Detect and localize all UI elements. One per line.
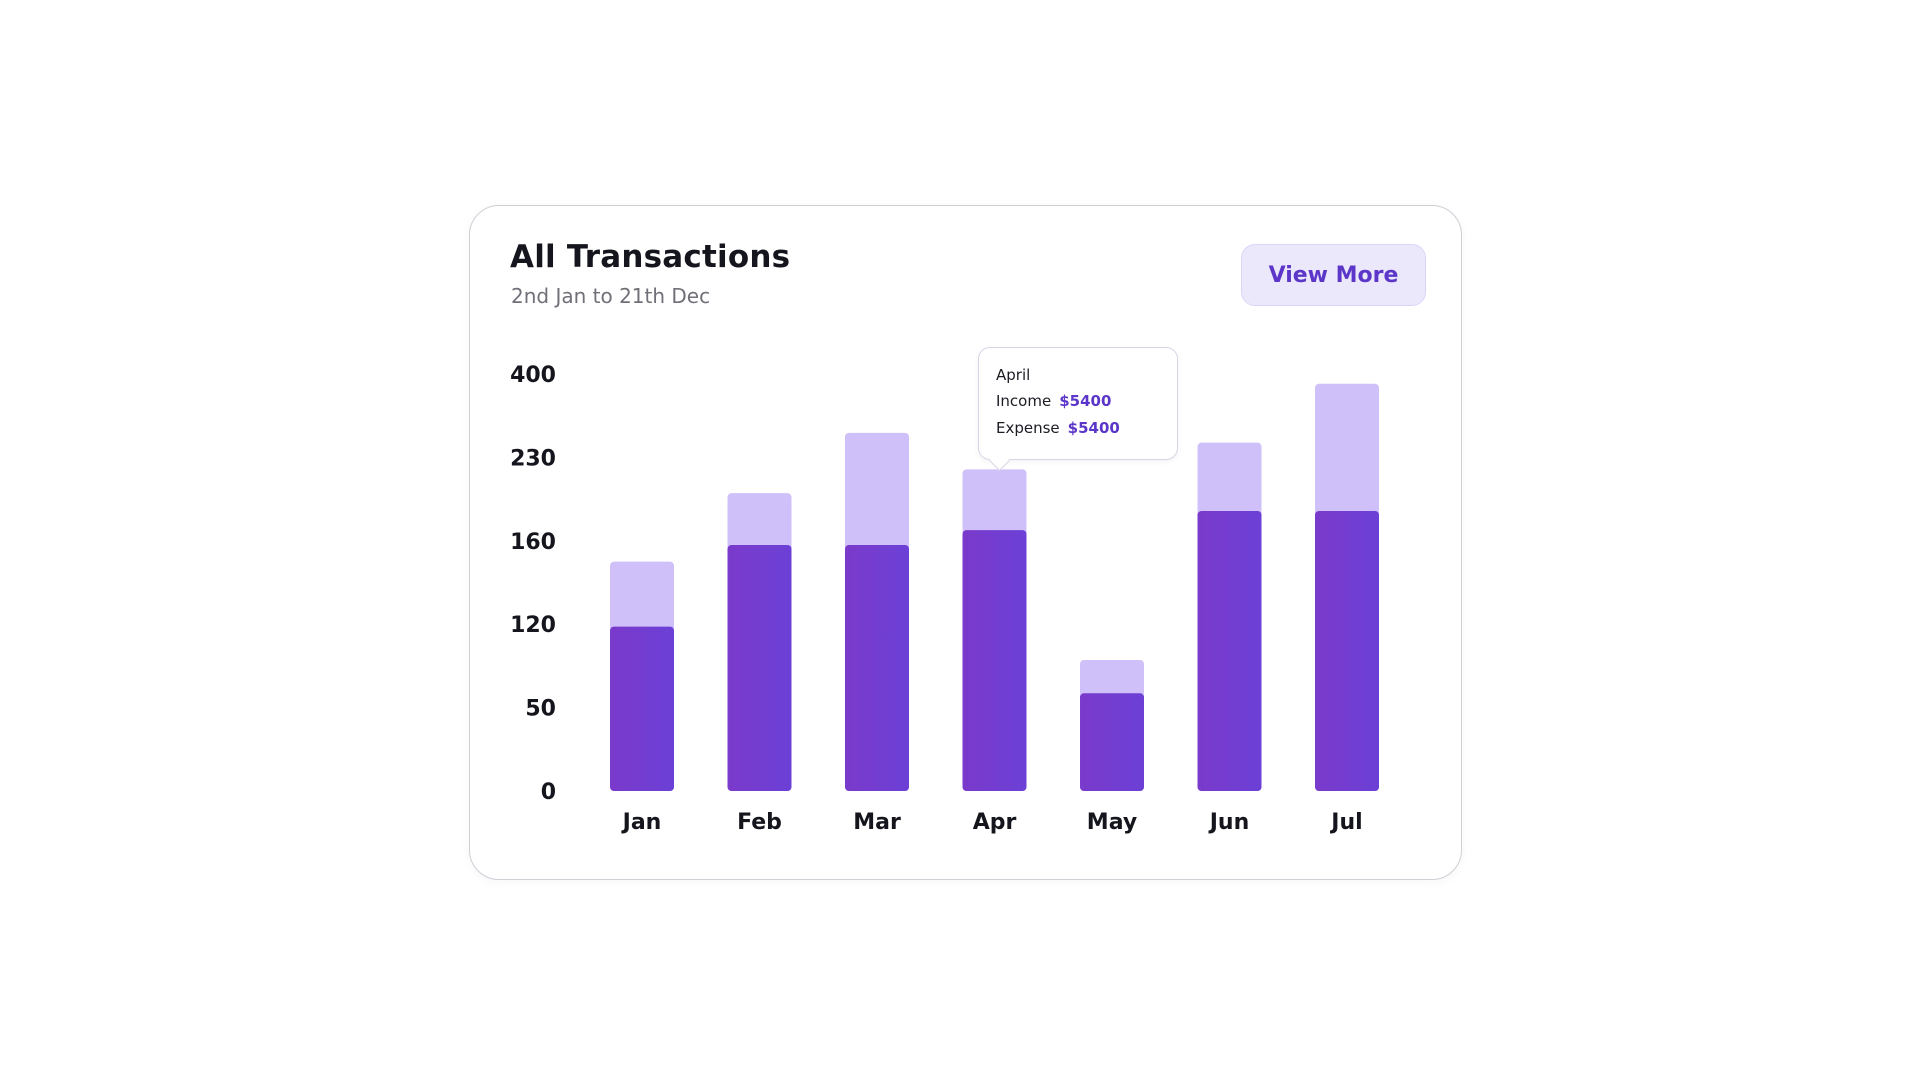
tooltip-income-label: Income [996,392,1052,410]
y-tick-label: 400 [510,363,556,388]
bar-income-apr[interactable] [962,530,1027,791]
x-tick-label-feb: Feb [737,810,782,835]
x-tick-label-jun: Jun [1208,810,1250,835]
view-more-button[interactable]: View More [1241,244,1426,306]
x-tick-label-may: May [1087,810,1137,835]
bar-income-feb[interactable] [727,544,792,791]
bar-income-may[interactable] [1080,693,1144,791]
x-tick-label-jul: Jul [1329,810,1362,835]
bar-income-mar[interactable] [845,544,909,791]
x-tick-label-jan: Jan [621,810,662,835]
tooltip-expense-row: Expense $5400 [996,415,1161,442]
bar-income-jan[interactable] [610,626,674,791]
y-tick-label: 120 [510,613,556,638]
y-tick-label: 160 [510,530,556,555]
card-subtitle: 2nd Jan to 21th Dec [511,284,711,308]
y-tick-label: 230 [510,446,556,471]
tooltip-expense-label: Expense [996,419,1060,437]
y-tick-label: 0 [541,780,556,805]
transactions-card: All Transactions 2nd Jan to 21th Dec Vie… [469,205,1462,880]
tooltip-month: April [996,366,1031,384]
y-tick-label: 50 [525,697,556,722]
x-tick-label-apr: Apr [973,810,1017,835]
y-axis: 0 50 120 160 230 400 [510,363,556,805]
x-tick-label-mar: Mar [853,810,901,835]
bars [610,383,1379,791]
tooltip-income-value: $5400 [1059,392,1112,410]
card-title: All Transactions [510,239,791,275]
bar-income-jul[interactable] [1315,511,1379,791]
tooltip-expense-value: $5400 [1067,419,1120,437]
bar-chart: 0 50 120 160 230 400 Jan Feb Mar Apr May Jun Jul [510,363,1379,835]
tooltip-income-row: Income $5400 [996,388,1161,415]
bar-income-jun[interactable] [1197,511,1262,791]
x-axis: Jan Feb Mar Apr May Jun Jul [621,810,1363,835]
tooltip: April Income $5400 Expense $5400 [978,347,1178,460]
